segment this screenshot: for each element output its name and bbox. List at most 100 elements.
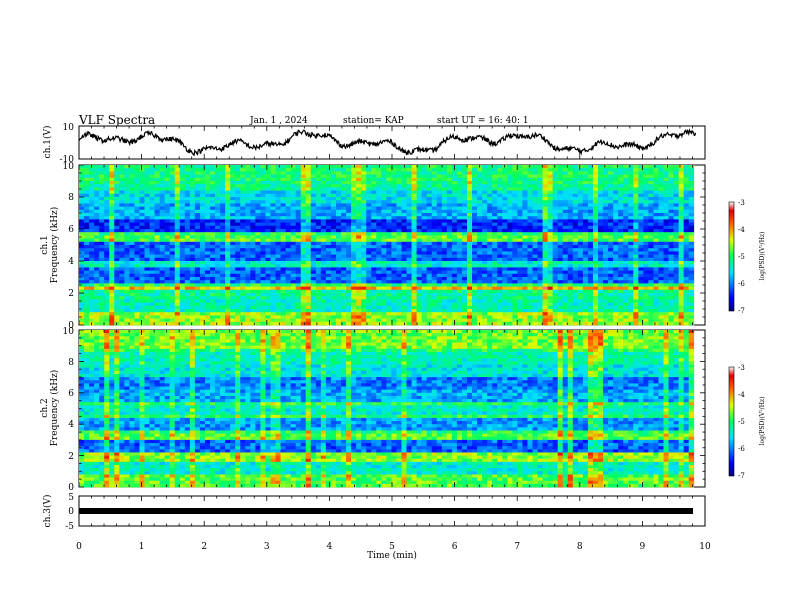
spectrogram-cell — [683, 171, 690, 175]
spectrogram-cell — [598, 241, 604, 246]
spectrogram-cell — [648, 165, 654, 169]
spectrogram-cell — [245, 229, 251, 233]
spectrogram-cell — [426, 206, 433, 211]
spectrogram-cell — [94, 168, 100, 172]
spectrogram-cell — [179, 219, 186, 223]
spectrogram-cell — [159, 165, 166, 169]
spectrogram-cell — [346, 216, 352, 220]
spectrogram-cell — [255, 286, 261, 291]
spectrogram-cell — [441, 241, 448, 246]
spectrogram-cell — [522, 174, 528, 179]
spectrogram-cell — [351, 261, 357, 265]
spectrogram-cell — [527, 168, 533, 172]
spectrogram-cell — [99, 200, 105, 204]
spectrogram-cell — [633, 235, 639, 239]
spectrogram-cell — [451, 213, 458, 217]
spectrogram-cell — [376, 222, 382, 227]
spectrogram-cell — [638, 270, 644, 275]
spectrogram-cell — [174, 225, 181, 230]
spectrogram-cell — [461, 219, 468, 223]
spectrogram-cell — [351, 174, 357, 179]
spectrogram-cell — [421, 213, 428, 217]
spectrogram-cell — [159, 222, 166, 227]
spectrogram-cell — [250, 229, 256, 233]
spectrogram-cell — [99, 197, 105, 201]
spectrogram-cell — [648, 197, 654, 201]
spectrogram-cell — [507, 273, 513, 278]
spectrogram-cell — [628, 283, 634, 287]
spectrogram-cell — [663, 193, 669, 198]
spectrogram-cell — [492, 213, 498, 217]
spectrogram-cell — [361, 283, 367, 287]
spectrogram-cell — [84, 238, 90, 243]
spectrogram-cell — [179, 165, 186, 169]
spectrogram-cell — [255, 187, 261, 191]
spectrogram-cell — [431, 273, 438, 278]
spectrogram-cell — [235, 177, 241, 182]
spectrogram-cell — [164, 229, 171, 233]
spectrogram-cell — [688, 193, 695, 198]
spectrogram-cell — [320, 273, 327, 278]
spectrogram-cell — [94, 277, 100, 281]
spectrogram-cell — [119, 238, 125, 243]
spectrogram-cell — [466, 273, 473, 278]
spectrogram-cell — [416, 219, 423, 223]
spectrogram-cell — [99, 235, 105, 239]
spectrogram-cell — [129, 251, 135, 255]
spectrogram-cell — [189, 206, 196, 211]
spectrogram-cell — [411, 168, 417, 172]
spectrogram-cell — [507, 206, 513, 211]
spectrogram-cell — [381, 168, 387, 172]
spectrogram-cell — [305, 261, 312, 265]
spectrogram-cell — [270, 280, 276, 284]
spectrogram-cell — [250, 213, 256, 217]
spectrogram-cell — [194, 184, 201, 188]
spectrogram-cell — [461, 222, 468, 227]
spectrogram-cell — [592, 273, 599, 278]
spectrogram-cell — [361, 193, 367, 198]
spectrogram-cell — [587, 232, 594, 236]
spectrogram-cell — [542, 225, 549, 230]
spectrogram-cell — [144, 203, 150, 207]
spectrogram-cell — [159, 280, 166, 284]
spectrogram-cell — [688, 209, 695, 214]
spectrogram-cell — [154, 273, 161, 278]
spectrogram-cell — [220, 177, 226, 182]
spectrogram-cell — [416, 283, 423, 287]
spectrogram-cell — [89, 280, 95, 284]
spectrogram-cell — [542, 235, 549, 239]
spectrogram-cell — [557, 248, 564, 252]
spectrogram-cell — [114, 171, 120, 175]
spectrogram-cell — [255, 238, 261, 243]
spectrogram-cell — [204, 241, 211, 246]
spectrogram-cell — [341, 225, 347, 230]
spectrogram-cell — [376, 219, 382, 223]
spectrogram-cell — [487, 235, 493, 239]
spectrogram-cell — [225, 187, 231, 191]
spectrogram-cell — [512, 219, 518, 223]
spectrogram-cell — [406, 248, 412, 252]
spectrogram-cell — [356, 232, 362, 236]
spectrogram-cell — [527, 222, 533, 227]
spectrogram-cell — [199, 270, 206, 275]
spectrogram-cell — [638, 286, 644, 291]
spectrogram-cell — [598, 293, 604, 297]
spectrogram-cell — [325, 206, 332, 211]
spectrogram-cell — [461, 225, 468, 230]
spectrogram-cell — [84, 286, 90, 291]
spectrogram-cell — [235, 238, 241, 243]
spectrogram-cell — [542, 174, 549, 179]
spectrogram-cell — [512, 184, 518, 188]
spectrogram-cell — [582, 245, 589, 249]
spectrogram-cell — [492, 293, 498, 297]
spectrogram-cell — [124, 222, 130, 227]
spectrogram-cell — [325, 184, 332, 188]
spectrogram-cell — [678, 184, 685, 188]
spectrogram-cell — [356, 241, 362, 246]
spectrogram-cell — [215, 216, 221, 220]
spectrogram-cell — [658, 193, 664, 198]
spectrogram-cell — [628, 229, 634, 233]
spectrogram-cell — [623, 280, 629, 284]
spectrogram-cell — [215, 270, 221, 275]
spectrogram-cell — [184, 238, 191, 243]
